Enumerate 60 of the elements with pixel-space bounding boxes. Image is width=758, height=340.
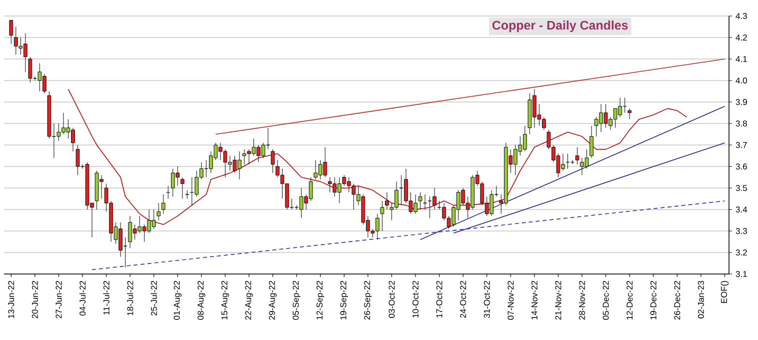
x-tick-label: 31-Oct-22: [484, 280, 490, 318]
x-tick-label: 28-Nov-22: [579, 280, 585, 320]
x-tick-label: 02-Jan-23: [698, 280, 704, 318]
y-tick-label: 3.2: [736, 250, 747, 256]
x-tick-label: 17-Oct-22: [436, 280, 442, 318]
x-tick-label: 07-Nov-22: [508, 280, 514, 320]
candlestick: [76, 144, 80, 176]
x-tick-label: 11-Jul-22: [103, 280, 110, 315]
candlestick: [628, 108, 632, 120]
candlestick: [380, 200, 384, 232]
x-tick-label: 14-Nov-22: [531, 280, 538, 320]
candlestick: [575, 146, 580, 165]
x-tick-label: 26-Dec-22: [674, 280, 680, 320]
candlestick: [590, 125, 594, 158]
x-tick-label: 03-Oct-22: [388, 280, 395, 318]
x-tick-label: 10-Oct-22: [412, 280, 418, 318]
x-tick-label: 05-Dec-22: [602, 280, 609, 320]
candlestick: [161, 194, 166, 214]
candlestick: [9, 20, 14, 44]
x-tick-label: 13-Jun-22: [8, 280, 14, 318]
candlestick: [28, 56, 32, 83]
candlestick: [185, 190, 190, 199]
y-tick-label: 3.7: [736, 142, 747, 148]
y-tick-label: 3.8: [736, 120, 747, 126]
y-tick-label: 4.3: [736, 13, 747, 19]
x-tick-label: 29-Aug-22: [268, 280, 277, 320]
x-tick-label: 12-Dec-22: [626, 280, 633, 320]
x-tick-label: 20-Jun-22: [32, 280, 38, 318]
candlestick: [156, 202, 161, 220]
candlestick: [418, 192, 422, 210]
y-tick-label: 3.6: [736, 164, 747, 170]
x-tick-label: 24-Oct-22: [460, 280, 466, 318]
x-tick-label: 19-Sep-22: [340, 280, 348, 320]
x-tick-label: 08-Aug-22: [198, 280, 206, 320]
y-tick-label: 3.5: [736, 185, 747, 191]
y-tick-label: 4.1: [736, 56, 747, 62]
x-tick-label: 01-Aug-22: [174, 280, 182, 320]
candlestick: [270, 149, 275, 174]
candlestick: [423, 194, 427, 210]
y-tick-label: 3.3: [736, 228, 747, 234]
x-tick-label: 19-Dec-22: [650, 280, 656, 320]
y-tick-label: 3.4: [736, 206, 748, 212]
x-tick-label: 27-Jun-22: [56, 280, 62, 318]
y-tick-label: 4.0: [736, 78, 747, 84]
x-tick-label: 04-Jul-22: [79, 280, 86, 316]
candlestick: [180, 177, 184, 199]
y-tick-label: 3.9: [736, 99, 747, 105]
x-tick-label: 05-Sep-22: [292, 280, 300, 320]
x-tick-label: 22-Aug-22: [245, 280, 253, 320]
candlestick: [385, 192, 389, 210]
y-tick-label: 3.1: [736, 271, 747, 277]
x-tick-label: 15-Aug-22: [221, 280, 230, 320]
x-tick-label: 26-Sep-22: [364, 280, 372, 320]
x-tick-label: 25-Jul-22: [150, 280, 157, 316]
x-tick-label: 12-Sep-22: [316, 280, 324, 320]
chart-title: Copper - Daily Candles: [492, 20, 628, 32]
x-tick-label: 21-Nov-22: [555, 280, 562, 320]
y-tick-label: 4.2: [736, 34, 747, 40]
x-tick-label: EOF(): [720, 281, 729, 303]
x-tick-label: 18-Jul-22: [126, 280, 134, 316]
